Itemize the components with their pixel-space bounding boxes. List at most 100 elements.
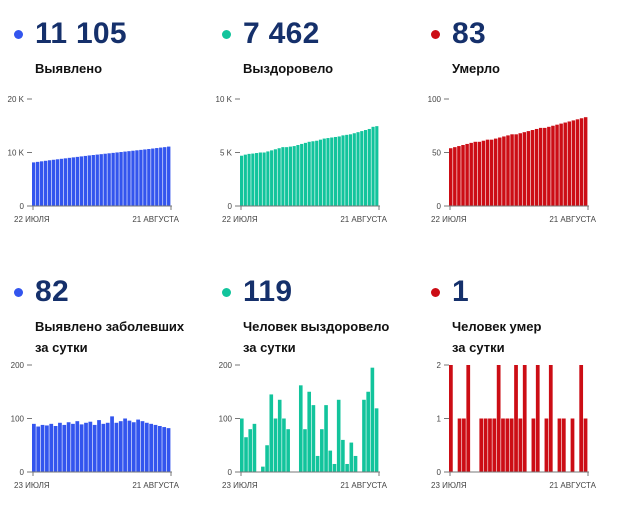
bar [449,148,453,206]
bar [360,131,364,206]
stat-label-line: Человек выздоровело [243,319,390,334]
bar [103,153,107,206]
bar [88,421,93,472]
bar [307,141,311,206]
bar [330,137,334,206]
y-tick-label: 0 [20,468,25,477]
bar [151,148,155,206]
bar [143,149,147,206]
bar [522,132,527,206]
bar-chart: 0 50 100 22 ИЮЛЯ 21 АВГУСТА [428,95,597,224]
bar [530,130,535,206]
bar [311,405,316,472]
bar [492,418,497,472]
y-tick-label: 1 [437,415,442,424]
bar-chart: 0 5 K 10 K 22 ИЮЛЯ 21 АВГУСТА [216,95,388,224]
bar [548,365,553,472]
bar [332,463,337,472]
bar [162,427,167,472]
bar [345,134,349,206]
bar [136,419,140,472]
bar [53,425,58,472]
stat-header: 11 105 [14,14,127,54]
bar [473,141,478,206]
bar [571,120,576,206]
bar [296,145,300,206]
y-tick-label: 5 K [220,149,233,158]
bar [166,428,171,472]
y-tick-label: 20 K [8,95,25,104]
bar [244,437,248,472]
bar [79,424,84,472]
bar [139,149,143,206]
bar [575,119,580,206]
bar [367,128,371,206]
bar [375,126,379,206]
bar [535,365,540,472]
stat-label-line: Выявлено [35,61,103,76]
bar [149,423,154,472]
bar [105,422,110,472]
bar [457,146,461,206]
stat-label: Выявлено заболевших за сутки [35,316,184,358]
bar [509,418,514,472]
teal-dot-icon [222,287,231,297]
stat-value: 11 105 [35,17,127,50]
bar-chart: 0 1 2 23 ИЮЛЯ 21 АВГУСТА [431,361,597,490]
bar [153,424,158,472]
bar [107,153,111,206]
y-tick-label: 100 [428,95,442,104]
bar [269,394,274,472]
stat-value: 1 [452,275,469,308]
bar [506,135,510,206]
y-tick-label: 0 [228,468,233,477]
bar [277,148,281,206]
bar [49,423,54,472]
stat-panel-4: 82 Выявлено заболевших за сутки 0 100 200 23 И… [0,272,200,522]
bar [300,143,304,206]
bar [123,418,127,472]
x-end-label: 21 АВГУСТА [549,481,596,490]
bar [462,418,466,472]
bar [514,134,518,206]
bar [127,151,131,206]
bar [557,418,562,472]
bar [488,418,492,472]
stat-header: 83 [431,14,486,54]
x-start-label: 22 ИЮЛЯ [14,215,50,224]
bar [514,365,518,472]
stat-label: Человек выздоровело за сутки [243,316,389,358]
bar [159,147,163,206]
bar [538,127,543,206]
bar [95,154,99,206]
bar [453,147,457,206]
y-tick-label: 0 [437,468,442,477]
bar [315,140,319,206]
bar [84,422,88,472]
bar [336,399,341,472]
bar [258,152,262,206]
bar [63,158,68,206]
stat-panel-5: 119 Человек выздоровело за сутки 0 100 200 23 … [208,272,408,522]
bar [36,426,41,472]
bar [140,421,145,472]
bar [247,153,251,206]
stat-label-line: за сутки [452,340,505,355]
y-tick-label: 0 [20,202,25,211]
bar [303,429,307,472]
stat-header: 82 [14,272,69,312]
bar [110,416,114,472]
bar [477,141,482,206]
y-tick-label: 0 [228,202,233,211]
bar [55,159,60,206]
bar [127,420,132,472]
stat-label-line: Человек умер [452,319,542,334]
bar [45,425,49,472]
bar [341,439,345,472]
bar [531,418,536,472]
bar [502,136,506,206]
bar [501,418,505,472]
bar [298,385,303,472]
bar [318,139,323,206]
bar [363,130,368,206]
